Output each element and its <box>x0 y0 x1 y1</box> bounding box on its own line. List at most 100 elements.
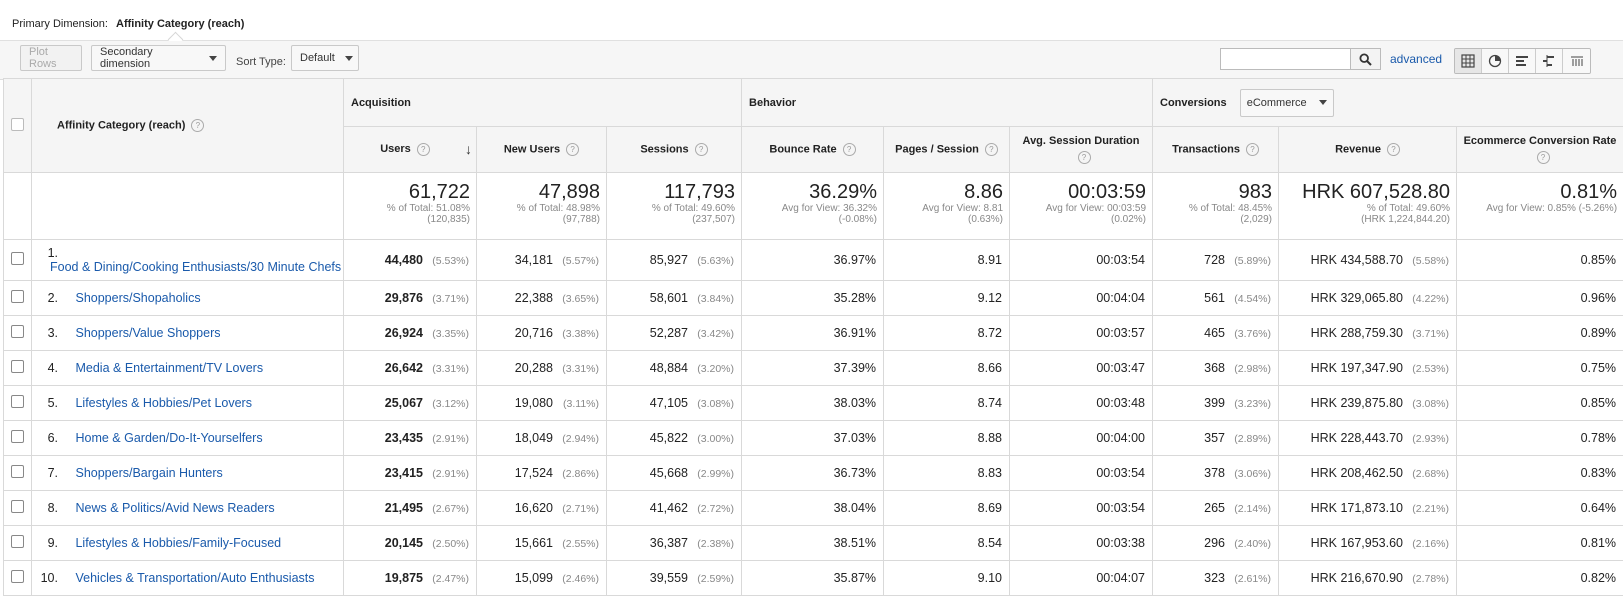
sessions-pct: (2.59%) <box>697 573 735 585</box>
totals-sub: % of Total: 51.08% <box>386 203 470 214</box>
sessions-value: 39,559 <box>649 571 689 585</box>
users-column-header[interactable]: Users? ↓ <box>343 126 477 173</box>
bounce-rate-column-header[interactable]: Bounce Rate? <box>741 126 885 173</box>
sessions-cell: 58,601 (3.84%) <box>605 280 743 316</box>
sessions-value: 45,668 <box>649 466 689 480</box>
help-icon[interactable]: ? <box>1077 151 1091 164</box>
sort-type-dropdown[interactable]: Default <box>291 45 359 71</box>
transactions-pct: (3.23%) <box>1234 398 1272 410</box>
sessions-column-header[interactable]: Sessions? <box>605 126 743 173</box>
sessions-cell: 52,287 (3.42%) <box>605 315 743 351</box>
dimension-cell: 1. Food & Dining/Cooking Enthusiasts/30 … <box>31 239 344 281</box>
dimension-link[interactable]: Lifestyles & Hobbies/Pet Lovers <box>75 396 252 411</box>
performance-view-button[interactable] <box>1509 49 1536 73</box>
totals-sub: (0.02%) <box>1111 214 1147 225</box>
select-all-checkbox[interactable] <box>11 117 24 131</box>
new-users-pct: (2.86%) <box>562 468 599 480</box>
help-icon[interactable]: ? <box>694 143 708 156</box>
table-search-input[interactable] <box>1220 48 1351 70</box>
bounce-rate-cell: 36.91% <box>741 315 885 351</box>
totals-sub: % of Total: 48.98% <box>516 203 600 214</box>
help-icon[interactable]: ? <box>1536 151 1550 164</box>
row-checkbox[interactable] <box>11 395 24 408</box>
dimension-link[interactable]: Food & Dining/Cooking Enthusiasts/30 Min… <box>50 260 342 275</box>
help-icon[interactable]: ? <box>984 143 998 156</box>
dimension-link[interactable]: Shoppers/Shopaholics <box>75 291 201 306</box>
help-icon[interactable]: ? <box>1386 143 1400 156</box>
transactions-value: 378 <box>1204 466 1226 480</box>
comparison-view-button[interactable] <box>1536 49 1563 73</box>
totals-value: 47,898 <box>538 181 600 203</box>
transactions-column-header[interactable]: Transactions? <box>1152 126 1280 173</box>
table-view-button[interactable] <box>1455 49 1482 73</box>
row-checkbox[interactable] <box>11 325 24 338</box>
sessions-value: 52,287 <box>649 326 689 340</box>
search-button[interactable] <box>1351 48 1381 70</box>
help-icon[interactable]: ? <box>191 119 205 132</box>
help-icon[interactable]: ? <box>566 143 580 156</box>
totals-sub: Avg for View: 00:03:59 <box>1045 203 1147 214</box>
new-users-cell: 20,288 (3.31%) <box>476 350 607 386</box>
row-checkbox[interactable] <box>11 252 24 265</box>
row-checkbox[interactable] <box>11 500 24 513</box>
transactions-pct: (4.54%) <box>1234 293 1272 305</box>
dimension-link[interactable]: Shoppers/Bargain Hunters <box>75 466 223 481</box>
dimension-link[interactable]: Lifestyles & Hobbies/Family-Focused <box>75 536 282 551</box>
row-checkbox[interactable] <box>11 290 24 303</box>
users-value: 23,435 <box>384 431 423 445</box>
new-users-cell: 15,099 (2.46%) <box>476 560 607 596</box>
secondary-dimension-dropdown[interactable]: Secondary dimension <box>91 45 226 71</box>
plot-rows-button[interactable]: Plot Rows <box>20 45 82 71</box>
pie-view-icon <box>1488 54 1502 68</box>
ecr-column-header[interactable]: Ecommerce Conversion Rate? <box>1456 126 1623 173</box>
pages-session-cell: 8.83 <box>883 455 1011 491</box>
users-cell: 29,876 (3.71%) <box>343 280 477 316</box>
revenue-column-label: Revenue <box>1335 143 1381 156</box>
totals-value: HRK 607,528.80 <box>1302 181 1451 203</box>
dimension-link[interactable]: Home & Garden/Do-It-Yourselfers <box>75 431 263 446</box>
new-users-cell: 17,524 (2.86%) <box>476 455 607 491</box>
row-checkbox[interactable] <box>11 465 24 478</box>
avg-session-column-header[interactable]: Avg. Session Duration? <box>1009 126 1154 173</box>
totals-sub: (0.63%) <box>968 214 1004 225</box>
new-users-column-header[interactable]: New Users? <box>476 126 607 173</box>
transactions-value: 399 <box>1204 396 1226 410</box>
dimension-header[interactable]: Affinity Category (reach)? <box>31 78 344 173</box>
pages-session-cell: 8.91 <box>883 239 1011 281</box>
help-icon[interactable]: ? <box>842 143 856 156</box>
new-users-value: 20,288 <box>514 361 553 375</box>
row-checkbox-cell <box>3 525 32 561</box>
table-row: 9. Lifestyles & Hobbies/Family-Focused 2… <box>3 525 1623 561</box>
row-checkbox[interactable] <box>11 535 24 548</box>
sessions-pct: (2.99%) <box>697 468 735 480</box>
revenue-column-header[interactable]: Revenue? <box>1278 126 1458 173</box>
behavior-group-header: Behavior <box>741 78 1154 127</box>
pivot-view-button[interactable] <box>1563 49 1590 73</box>
bounce-rate-cell: 38.04% <box>741 490 885 526</box>
row-checkbox[interactable] <box>11 360 24 373</box>
users-value: 19,875 <box>384 571 423 585</box>
row-checkbox[interactable] <box>11 430 24 443</box>
dimension-link[interactable]: Shoppers/Value Shoppers <box>75 326 221 341</box>
conversions-goal-dropdown[interactable]: eCommerce <box>1239 88 1334 117</box>
ecr-cell: 0.81% <box>1456 525 1623 561</box>
dimension-link[interactable]: Media & Entertainment/TV Lovers <box>75 361 264 376</box>
table-toolbar: Plot Rows Secondary dimension Sort Type:… <box>0 41 1623 80</box>
chevron-down-icon <box>209 55 217 61</box>
help-icon[interactable]: ? <box>1245 143 1259 156</box>
pages-session-column-header[interactable]: Pages / Session? <box>883 126 1011 173</box>
primary-dimension-value[interactable]: Affinity Category (reach) <box>116 18 245 30</box>
pie-view-button[interactable] <box>1482 49 1509 73</box>
advanced-filter-link[interactable]: advanced <box>1390 52 1443 66</box>
sessions-value: 45,822 <box>649 431 689 445</box>
sessions-pct: (3.08%) <box>697 398 735 410</box>
dimension-link[interactable]: News & Politics/Avid News Readers <box>75 501 275 516</box>
chevron-down-icon <box>344 55 353 61</box>
help-icon[interactable]: ? <box>416 143 430 156</box>
dimension-link[interactable]: Vehicles & Transportation/Auto Enthusias… <box>75 571 315 586</box>
transactions-value: 296 <box>1204 536 1226 550</box>
dimension-cell: 2. Shoppers/Shopaholics <box>31 280 344 316</box>
row-checkbox[interactable] <box>11 570 24 583</box>
users-pct: (2.47%) <box>432 573 469 585</box>
sort-descending-icon[interactable]: ↓ <box>465 141 472 157</box>
